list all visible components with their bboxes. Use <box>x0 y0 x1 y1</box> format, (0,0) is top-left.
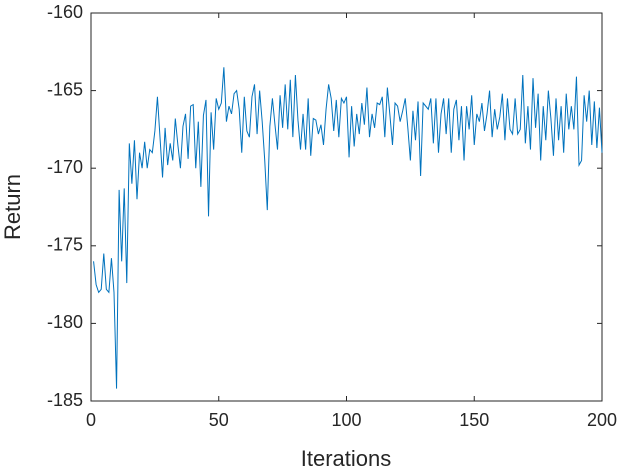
y-tick-label: -175 <box>47 235 83 255</box>
x-axis-label: Iterations <box>301 446 392 471</box>
x-tick-label: 0 <box>86 410 96 430</box>
data-line <box>93 67 603 389</box>
x-tick-label: 100 <box>331 410 361 430</box>
plot-area <box>90 12 603 402</box>
y-axis-label: Return <box>0 174 25 240</box>
y-tick-label: -170 <box>47 157 83 177</box>
y-tick-label: -180 <box>47 312 83 332</box>
y-tick-label: -185 <box>47 390 83 410</box>
x-tick-label: 50 <box>209 410 229 430</box>
x-tick-label: 200 <box>587 410 617 430</box>
y-tick-label: -165 <box>47 79 83 99</box>
y-tick-label: -160 <box>47 2 83 22</box>
x-tick-label: 150 <box>459 410 489 430</box>
